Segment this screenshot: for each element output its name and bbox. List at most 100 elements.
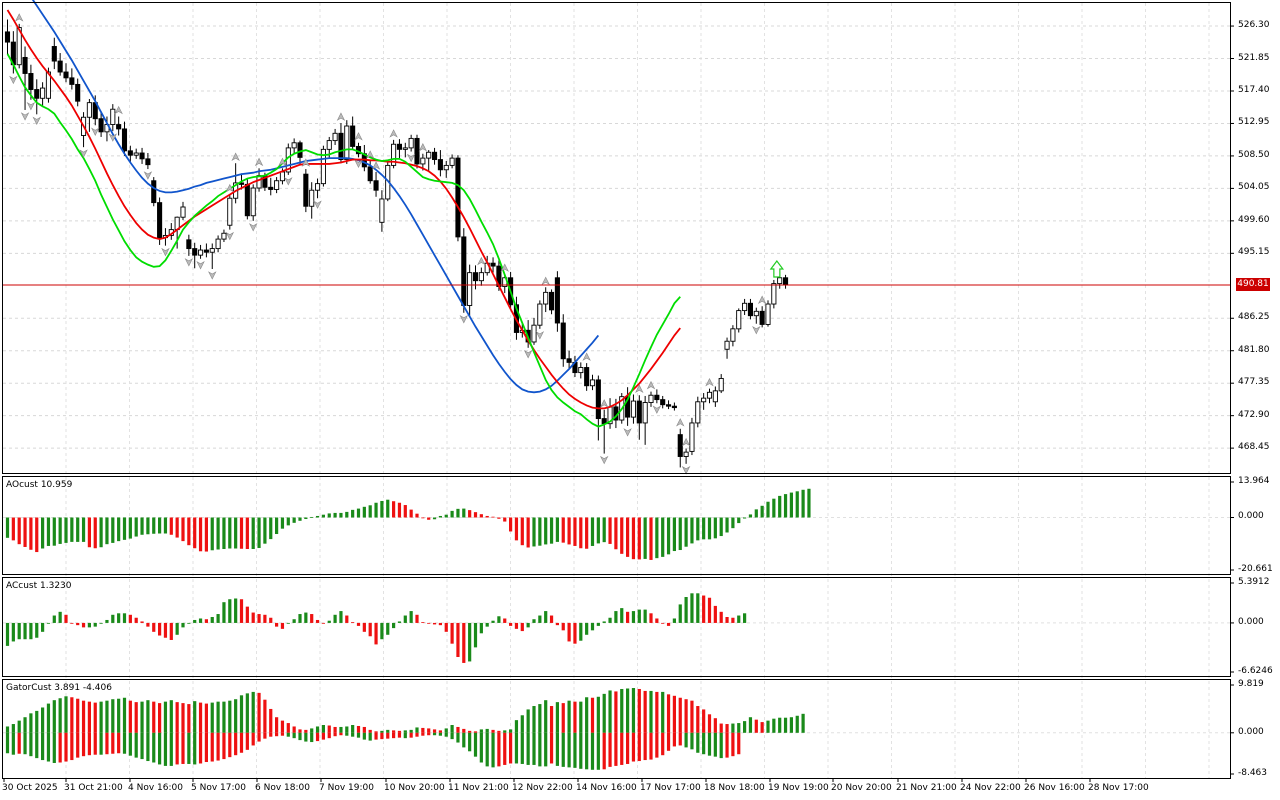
candle-body [736,310,742,330]
accust-bar [263,614,267,623]
gatorcust-bar [497,730,501,733]
candle-body [449,157,455,166]
gatorcust-bar [210,702,214,733]
price-tick-label: 486.25 [1238,312,1270,323]
accust-bar [380,622,384,640]
gatorcust-bar [661,732,665,756]
fractal-up-icon [705,377,714,387]
gatorcust-bar [666,732,671,751]
candle [379,190,385,232]
aocust-bar [432,517,437,520]
candle [718,374,724,394]
candle [478,267,484,286]
gatorcust-bar [468,730,472,733]
candle [654,389,660,404]
candle-body [338,132,344,161]
gatorcust-bar [456,726,460,733]
candle-body [472,272,479,282]
accust-panel[interactable] [5,593,747,663]
fractal-down-icon [354,159,363,169]
gatorcust-bar [368,729,372,733]
accust-bar [485,622,489,627]
aocust-bar [181,517,185,542]
aocust-bar [444,514,448,518]
gatorcust-bar [193,732,197,765]
gatorcust-bar [573,701,577,733]
accust-bar [23,622,27,640]
candle [192,242,198,269]
accust-bar [292,619,296,623]
candle [724,337,730,359]
candle-body [350,125,356,147]
aocust-bar [23,517,27,547]
gatorcust-bar [643,732,647,761]
candle-body [566,358,572,363]
gatorcust-bar [713,732,717,757]
candle [361,144,367,172]
aocust-bar [567,517,571,545]
candle [227,194,233,230]
price-tick-label: 472.90 [1238,409,1270,420]
gatorcust-bar [631,732,636,762]
candle-body [666,404,672,407]
candle-body [718,377,724,392]
candle [203,243,209,258]
gatorcust-bar [386,729,390,733]
gatorcust-bar [561,703,565,733]
gatorcust-bar [690,700,694,733]
aocust-bar [187,517,191,546]
gatorcust-bar [497,732,501,767]
accust-bar [81,622,86,628]
aocust-bar [778,495,782,518]
accust-bar [649,613,653,623]
gatorcust-bar [140,701,144,733]
gatorcust-bar [432,732,437,736]
aocust-bar [280,517,285,529]
candle-body [549,291,555,311]
aocust-bar [292,517,296,523]
gatorcust-bar [35,710,39,733]
gatorcust-bar [719,732,723,759]
gatorcust-bar [649,690,653,733]
candle-body [648,394,654,403]
accust-bar [5,622,10,646]
accust-bar [567,622,571,642]
accust-bar [175,622,179,635]
aocust-tick-label: 0.000 [1238,511,1264,522]
gatorcust-bar [193,701,197,733]
gatorcust-bar [690,732,694,750]
candle [554,271,560,332]
candle-body [408,137,414,149]
fractal-down-icon [535,331,545,340]
panel-frame-gator [2,679,1231,779]
aocust-bar [321,514,325,518]
gatorcust-bar [187,704,191,733]
gatorcust-bar [356,732,361,738]
price-panel[interactable] [3,0,1230,475]
gatorcust-bar [58,732,62,763]
aocust-bar [497,517,501,519]
accust-bar [509,622,513,626]
aocust-bar [620,517,624,554]
gatorcust-bar [198,732,203,764]
candle [730,325,736,347]
gatorcust-bar [672,732,676,747]
candle [332,128,338,145]
gatorcust-bar [380,730,384,733]
candle-body [654,394,660,401]
gatorcust-bar [275,717,279,733]
candle [391,139,397,169]
aocust-bar [649,517,653,560]
gatorcust-bar [76,732,80,758]
gatorcust-bar [181,703,185,733]
gatorcust-bar [128,732,132,756]
gatorcust-bar [707,714,712,733]
accust-bar [362,622,366,632]
aocust-bar [479,514,483,518]
fractal-up-icon [301,158,311,167]
gatorcust-bar [46,703,51,733]
gatorcust-panel[interactable] [5,688,805,770]
accust-bar [538,615,542,623]
aocust-panel[interactable] [5,488,811,560]
